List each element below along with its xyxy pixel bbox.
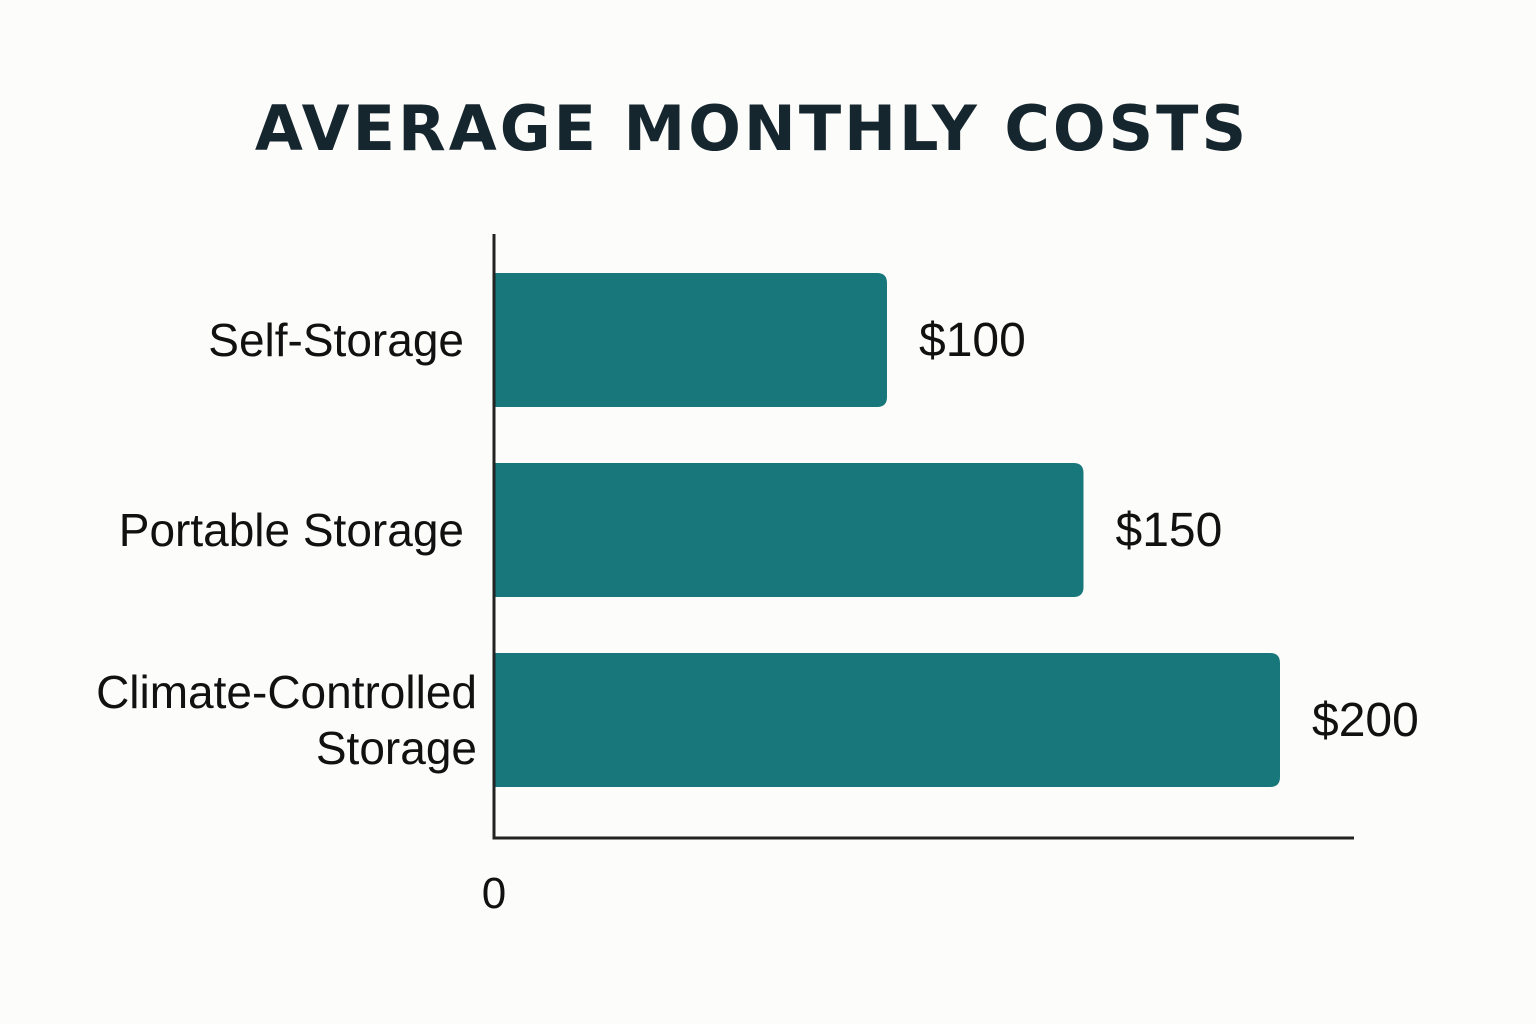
value-label-1: $150 — [1116, 504, 1223, 557]
category-label-line: Self-Storage — [208, 314, 464, 366]
category-label-0: Self-Storage — [208, 314, 464, 366]
chart-title: AVERAGE MONTHLY COSTS — [254, 92, 1250, 165]
category-labels-group: Self-Storage Portable Storage Climate-Cont… — [96, 314, 477, 774]
bars-group — [494, 273, 1280, 787]
x-tick-labels-group: 0 — [482, 869, 506, 918]
bar-2 — [494, 653, 1280, 787]
bar-1 — [494, 463, 1084, 597]
value-labels-group: $100 $150 $200 — [919, 314, 1419, 747]
bar-0 — [494, 273, 887, 407]
category-label-line: Storage — [316, 722, 477, 774]
x-tick-label-0: 0 — [482, 869, 506, 918]
value-label-0: $100 — [919, 314, 1026, 367]
category-label-line: Portable Storage — [119, 504, 464, 556]
category-label-2: Climate-Controlled Storage — [96, 666, 477, 774]
value-label-2: $200 — [1312, 694, 1419, 747]
category-label-line: Climate-Controlled — [96, 666, 477, 718]
category-label-1: Portable Storage — [119, 504, 464, 556]
